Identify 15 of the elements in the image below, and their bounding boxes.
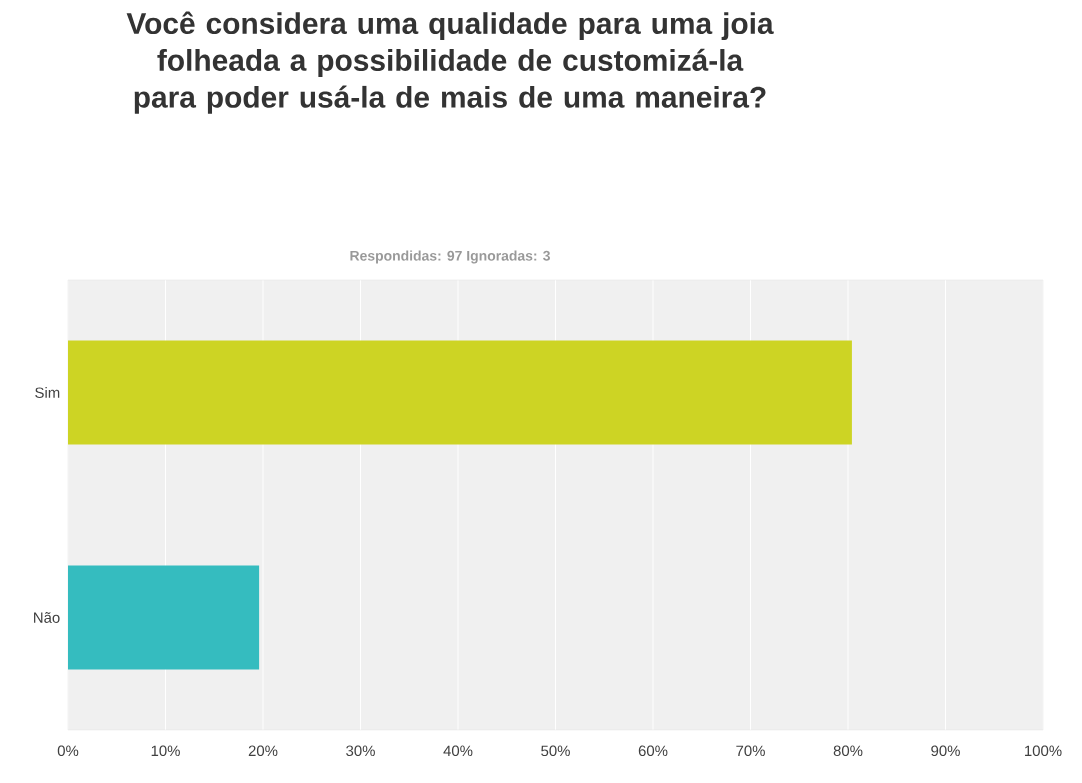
x-tick-label: 50% (541, 745, 570, 757)
x-tick-label: 90% (931, 745, 960, 757)
x-tick-label: 60% (638, 745, 668, 757)
chart-title: Você considera uma qualidade para uma joia folheada a possibilidade de customizá-la para poder usá-la de mais de uma maneira? (126, 11, 774, 114)
chart-subtitle: Respondidas: 97 Ignoradas: 3 (350, 250, 550, 264)
x-tick-label: 70% (736, 745, 765, 757)
y-tick-label: Sim (35, 387, 60, 398)
x-tick-label: 10% (151, 745, 180, 757)
x-tick-label: 80% (833, 745, 863, 757)
x-tick-label: 20% (248, 745, 278, 757)
x-tick-label: 0% (57, 745, 79, 757)
x-tick-label: 100% (1025, 745, 1062, 757)
y-tick-label: Não (34, 612, 60, 623)
x-tick-label: 30% (346, 745, 375, 757)
x-tick-label: 40% (443, 745, 473, 757)
